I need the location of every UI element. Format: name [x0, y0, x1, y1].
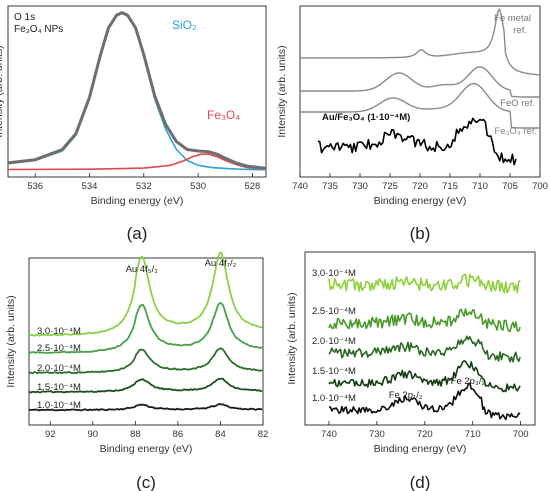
plot-frame: [28, 257, 264, 426]
series-line-fe-metal: [300, 8, 541, 76]
x-axis-label: Binding energy (eV): [374, 195, 467, 207]
annotation-fe-metal-ref: ref.: [513, 25, 527, 36]
panel-label: (b): [410, 224, 431, 243]
series-label: 2.0·10⁻⁴M: [312, 336, 356, 347]
series-label: 2.0·10⁻⁴M: [37, 363, 81, 374]
x-tick-label: 710: [472, 181, 488, 192]
inline-label: Fe₃O₄ NPs: [14, 24, 63, 35]
x-tick-label: 720: [417, 429, 433, 440]
peak-label: Au 4f₅/₂: [126, 264, 159, 275]
series-line-3: [28, 302, 263, 354]
x-tick-label: 92: [45, 429, 56, 440]
x-tick-label: 740: [321, 429, 337, 440]
series-line-2: [328, 335, 521, 363]
y-axis-label: Intensity (arb. units): [0, 45, 5, 137]
panel-d: 740 730 720 710 700 Binding energy (eV) Intens…: [286, 251, 536, 491]
series-label-fe3o4: Fe₃O₄: [207, 108, 240, 122]
x-tick-label: 82: [258, 429, 269, 440]
series-label: 2.5·10⁻⁴M: [37, 343, 81, 354]
series-label-sio2: SiO₂: [172, 18, 197, 32]
inline-label: O 1s: [14, 12, 35, 23]
x-axis-label: Binding energy (eV): [91, 195, 184, 207]
series-line-3: [328, 308, 521, 333]
x-axis-label: Binding energy (eV): [374, 443, 467, 455]
series-line-feo: [300, 66, 540, 98]
x-tick-label: 710: [465, 429, 481, 440]
x-tick-label: 700: [513, 429, 529, 440]
panel-a: 536 534 532 530 528 Binding energy (eV) Intens…: [0, 5, 267, 243]
x-tick-label: 528: [244, 181, 260, 192]
series-line-au-fe3o4: [317, 117, 517, 166]
series-line-0: [29, 402, 263, 412]
x-tick-label: 88: [130, 429, 141, 440]
x-tick-label: 700: [532, 181, 548, 192]
series-line-0: [328, 382, 521, 421]
x-tick-label: 530: [190, 181, 206, 192]
x-tick-label: 720: [412, 181, 428, 192]
annotation-fe3o4: Fe₃O₄ ref.: [494, 126, 537, 137]
annotation-feo: FeO ref.: [500, 98, 535, 109]
y-axis-label: Intensity (arb. units): [5, 295, 17, 387]
series-line-1: [28, 377, 263, 394]
x-tick-label: 735: [322, 181, 338, 192]
peak-label: Au 4f₇/₂: [205, 258, 237, 269]
x-tick-label: 705: [502, 181, 518, 192]
panel-b: 740 735 730 725 720 715 710 705 700 Binding energ…: [276, 5, 548, 243]
plot-frame: [7, 5, 267, 178]
panel-label: (d): [410, 473, 431, 491]
panel-c: 92 90 88 86 84 82 Binding energy (eV) Intensity…: [5, 251, 269, 491]
x-tick-label: 86: [173, 429, 184, 440]
x-axis-label: Binding energy (eV): [100, 443, 193, 455]
x-tick-label: 715: [442, 181, 458, 192]
panel-label: (c): [136, 473, 156, 491]
x-tick-label: 730: [369, 429, 385, 440]
series-label: 3.0·10⁻⁴M: [37, 326, 81, 337]
series-line-4: [328, 273, 521, 294]
x-tick-label: 532: [136, 181, 152, 192]
series-label: 3.0·10⁻⁴M: [312, 268, 356, 279]
x-tick-label: 90: [88, 429, 99, 440]
series-label: 2.5·10⁻⁴M: [312, 306, 356, 317]
y-axis-label: Intensity (arb. units): [286, 292, 298, 384]
x-tick-label: 84: [215, 429, 226, 440]
x-tick-label: 740: [292, 181, 308, 192]
series-label: 1.0·10⁻⁴M: [37, 400, 81, 411]
plot-frame: [304, 251, 536, 426]
x-tick-label: 725: [382, 181, 398, 192]
x-tick-label: 730: [352, 181, 368, 192]
series-line-1: [328, 359, 521, 393]
panel-label: (a): [127, 224, 148, 243]
series-line-fe3o4: [7, 153, 267, 171]
series-line-4: [28, 251, 263, 337]
peak-label: Fe 2p₃/₂: [451, 376, 486, 387]
y-axis-label: Intensity (arb. units): [276, 45, 288, 137]
annotation-sample: Au/Fe₃O₄ (1·10⁻⁴M): [322, 112, 410, 123]
series-label: 1.5·10⁻⁴M: [312, 366, 356, 377]
series-line-2: [28, 347, 263, 375]
x-tick-label: 534: [82, 181, 98, 192]
series-label: 1.5·10⁻⁴M: [37, 382, 81, 393]
x-tick-label: 536: [27, 181, 43, 192]
series-line-fe3o4: [300, 82, 540, 129]
series-line-measured: [7, 11, 267, 170]
annotation-fe-metal: Fe metal: [494, 13, 531, 24]
series-label: 1.0·10⁻⁴M: [312, 393, 356, 404]
peak-label: Fe 2p₁/₂: [389, 390, 423, 401]
